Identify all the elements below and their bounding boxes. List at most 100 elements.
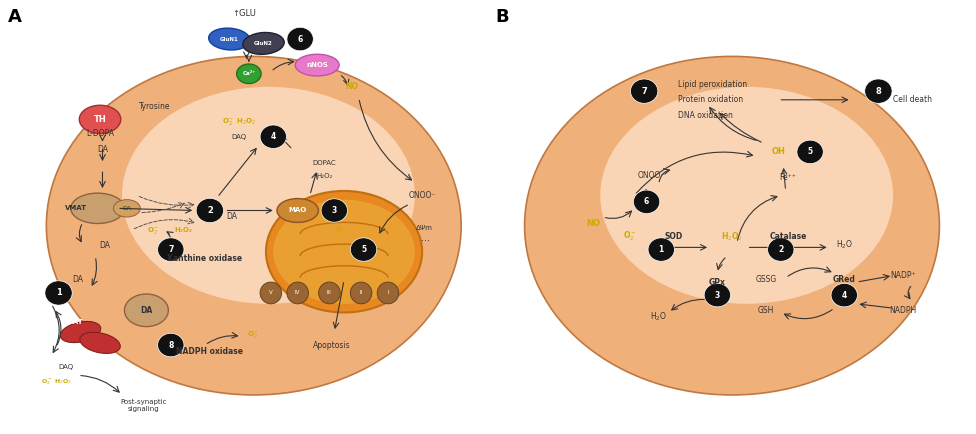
Ellipse shape: [648, 238, 674, 261]
Text: Protein oxidation: Protein oxidation: [678, 95, 744, 104]
Text: DNA oxidation: DNA oxidation: [678, 111, 733, 119]
Ellipse shape: [71, 193, 125, 224]
Ellipse shape: [296, 54, 340, 76]
Text: H₂O₂: H₂O₂: [174, 227, 192, 233]
Text: OH: OH: [771, 148, 786, 156]
Ellipse shape: [865, 79, 892, 103]
Ellipse shape: [79, 105, 121, 134]
Text: Fe⁺⁺: Fe⁺⁺: [780, 174, 796, 182]
Ellipse shape: [261, 125, 287, 148]
Ellipse shape: [277, 198, 318, 222]
Ellipse shape: [287, 282, 308, 304]
Ellipse shape: [525, 56, 939, 395]
Text: DA: DA: [72, 276, 84, 284]
Text: nNOS: nNOS: [306, 62, 328, 68]
Text: 3: 3: [332, 206, 337, 215]
Text: DAT: DAT: [67, 319, 84, 325]
Ellipse shape: [237, 64, 262, 83]
Text: III: III: [327, 290, 332, 296]
Text: NADP⁺: NADP⁺: [890, 271, 915, 280]
Ellipse shape: [158, 333, 183, 357]
Ellipse shape: [705, 283, 730, 307]
Text: MAO: MAO: [289, 207, 306, 214]
Text: Cell death: Cell death: [893, 95, 932, 104]
Text: 4: 4: [841, 291, 847, 299]
Text: H₂O₂: H₂O₂: [316, 173, 333, 179]
Text: DA: DA: [100, 241, 110, 250]
Text: H$_2$O: H$_2$O: [835, 239, 853, 251]
Text: NO: NO: [345, 82, 358, 91]
Ellipse shape: [196, 198, 224, 223]
Text: 3: 3: [714, 291, 720, 299]
Ellipse shape: [45, 281, 72, 305]
Text: GluN2: GluN2: [254, 41, 273, 46]
Ellipse shape: [630, 79, 658, 103]
Text: GluN1: GluN1: [220, 36, 239, 42]
Text: B: B: [496, 8, 509, 26]
Ellipse shape: [350, 282, 372, 304]
Ellipse shape: [273, 200, 415, 304]
Text: DOPAC: DOPAC: [312, 160, 337, 166]
Text: ···: ···: [421, 236, 430, 246]
Text: 7: 7: [168, 245, 174, 254]
Text: DA: DA: [97, 145, 108, 154]
Text: NADPH: NADPH: [889, 306, 916, 315]
Text: NO: NO: [586, 219, 600, 228]
Ellipse shape: [350, 238, 377, 261]
Text: O$_2^-$: O$_2^-$: [147, 224, 160, 236]
Ellipse shape: [47, 56, 462, 395]
Ellipse shape: [796, 140, 824, 164]
Text: GPx: GPx: [709, 278, 726, 286]
Ellipse shape: [243, 33, 284, 54]
Text: ΔΨm: ΔΨm: [416, 225, 433, 231]
Text: 4: 4: [270, 132, 276, 141]
Text: O$_2^-$: O$_2^-$: [248, 329, 260, 340]
Text: IV: IV: [295, 290, 301, 296]
Text: Post-synaptic
signaling: Post-synaptic signaling: [121, 399, 167, 412]
Text: ↑GLU: ↑GLU: [232, 9, 256, 17]
Text: NADPH oxidase: NADPH oxidase: [177, 347, 243, 356]
Text: GSH: GSH: [758, 306, 774, 315]
Ellipse shape: [261, 282, 282, 304]
Text: A: A: [8, 8, 21, 26]
Text: 8: 8: [168, 341, 174, 349]
Text: DA: DA: [141, 306, 152, 315]
Text: 2: 2: [778, 245, 784, 254]
Text: Xanthine oxidase: Xanthine oxidase: [168, 254, 242, 263]
Text: H$_2$O: H$_2$O: [650, 311, 668, 323]
Text: I: I: [387, 290, 388, 296]
Text: 1: 1: [56, 289, 61, 297]
Ellipse shape: [80, 332, 120, 353]
Ellipse shape: [378, 282, 399, 304]
Text: Tyrosine: Tyrosine: [140, 102, 171, 111]
Text: GRed: GRed: [833, 276, 856, 284]
Text: TH: TH: [94, 115, 106, 124]
Text: GSSG: GSSG: [755, 276, 777, 284]
Text: 5: 5: [807, 148, 813, 156]
Ellipse shape: [209, 28, 250, 50]
Ellipse shape: [767, 238, 794, 261]
Text: L-DOPA: L-DOPA: [86, 129, 114, 138]
Text: DAQ: DAQ: [59, 364, 73, 370]
Ellipse shape: [633, 190, 660, 214]
Text: 6: 6: [298, 35, 303, 43]
Ellipse shape: [287, 27, 313, 51]
Ellipse shape: [266, 191, 423, 312]
Text: SOD: SOD: [665, 232, 682, 241]
Text: Ca²⁺: Ca²⁺: [242, 71, 256, 76]
Text: VMAT: VMAT: [64, 205, 87, 211]
Text: O$_2^-$ H$_2$O$_2$: O$_2^-$ H$_2$O$_2$: [41, 377, 71, 387]
Text: ONOO⁻: ONOO⁻: [637, 171, 666, 180]
Text: 6: 6: [644, 197, 649, 206]
Text: Catalase: Catalase: [769, 232, 807, 241]
Text: 2: 2: [207, 206, 213, 215]
Text: DA: DA: [122, 206, 132, 211]
Ellipse shape: [832, 283, 858, 307]
Text: O$_2^-$: O$_2^-$: [336, 224, 347, 236]
Text: V: V: [269, 290, 272, 296]
Ellipse shape: [61, 322, 101, 342]
Text: 7: 7: [641, 87, 647, 95]
Ellipse shape: [125, 294, 169, 326]
Text: O$_2^-$ H$_2$O$_2$: O$_2^-$ H$_2$O$_2$: [222, 116, 257, 127]
Ellipse shape: [319, 282, 341, 304]
